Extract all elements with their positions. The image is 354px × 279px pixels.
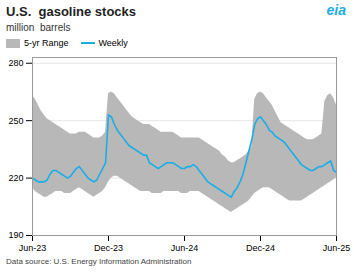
svg-text:Jun-25: Jun-25 <box>323 243 351 253</box>
html-text:Data source: U.S. Energy Infor: Data source: U.S. Energy Information Adm… <box>6 257 192 266</box>
html-text:Weekly: Weekly <box>98 38 128 48</box>
svg-text:Dec-24: Dec-24 <box>246 243 275 253</box>
html-text:5-yr Range: 5-yr Range <box>24 38 69 48</box>
html-text:eia: eia <box>326 2 346 18</box>
svg-text:Dec-23: Dec-23 <box>94 243 123 253</box>
html-text:U.S. gasoline stocks: U.S. gasoline stocks <box>6 4 136 19</box>
svg-text:220: 220 <box>8 173 23 183</box>
html-text:million barrels: million barrels <box>6 22 71 33</box>
svg-text:Jun-23: Jun-23 <box>19 243 47 253</box>
svg-text:Jun-24: Jun-24 <box>171 243 199 253</box>
svg-text:250: 250 <box>8 116 23 126</box>
svg-text:190: 190 <box>8 230 23 240</box>
svg-text:280: 280 <box>8 58 23 68</box>
